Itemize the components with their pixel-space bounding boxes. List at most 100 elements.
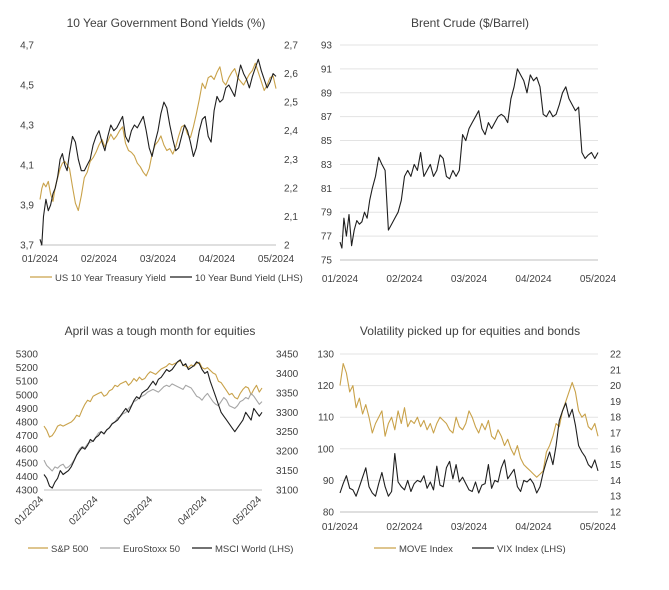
y-tick-label-left: 4500: [16, 458, 39, 469]
x-tick-label: 04/2024: [515, 522, 552, 533]
y-tick-label-right: 3100: [276, 486, 299, 497]
x-tick-label: 01/2024: [22, 254, 59, 265]
series-line-1: [39, 58, 277, 246]
chart-title: April was a tough month for equities: [65, 324, 256, 338]
y-tick-label-left: 5300: [16, 350, 39, 361]
y-tick-label-right: 2,7: [284, 41, 298, 52]
x-tick-label: 01/2024: [322, 522, 359, 533]
y-tick-label-left: 4600: [16, 445, 39, 456]
x-tick-label: 01/2024: [322, 274, 359, 285]
legend: S&P 500 EuroStoxx 50 MSCI World (LHS): [28, 544, 293, 555]
y-tick-label-left: 5100: [16, 377, 39, 388]
legend-label-sp500: S&P 500: [51, 544, 88, 555]
y-tick-label-left: 4,3: [20, 121, 34, 132]
y-tick-label-left: 5200: [16, 363, 39, 374]
y-tick-label-left: 93: [321, 41, 333, 52]
x-tick-label: 05/2024: [231, 494, 265, 528]
x-tick-label: 03/2024: [451, 274, 488, 285]
y-tick-label-left: 100: [317, 444, 334, 455]
y-tick-label-left: 75: [321, 256, 333, 267]
x-tick-label: 04/2024: [515, 274, 552, 285]
y-tick-label-left: 4300: [16, 486, 39, 497]
x-tick-label: 02/2024: [81, 254, 118, 265]
x-tick-label: 02/2024: [386, 274, 423, 285]
y-tick-label-left: 4700: [16, 431, 39, 442]
series-line-0: [39, 62, 277, 212]
x-tick-label: 05/2024: [580, 274, 617, 285]
y-tick-label-left: 79: [321, 208, 333, 219]
y-tick-label-left: 4,5: [20, 81, 34, 92]
y-tick-label-left: 120: [317, 381, 334, 392]
x-tick-label: 01/2024: [13, 494, 47, 528]
x-tick-label: 02/2024: [67, 494, 101, 528]
y-tick-label-right: 19: [610, 397, 622, 408]
y-tick-label-left: 110: [318, 413, 334, 424]
x-tick-label: 02/2024: [386, 522, 423, 533]
y-tick-label-right: 12: [610, 508, 622, 519]
series-line-0: [339, 362, 599, 478]
y-tick-label-left: 91: [321, 64, 333, 75]
y-tick-label-left: 130: [317, 350, 334, 361]
y-tick-label-left: 87: [321, 112, 333, 123]
y-tick-label-left: 3,9: [20, 201, 34, 212]
y-tick-label-right: 3300: [276, 408, 299, 419]
x-tick-label: 05/2024: [580, 522, 617, 533]
series-layer: [339, 362, 599, 497]
grid-layer: [340, 353, 598, 513]
series-layer: [43, 359, 263, 489]
chart-title: 10 Year Government Bond Yields (%): [67, 16, 266, 30]
y-tick-label-left: 77: [321, 232, 333, 243]
legend-label-move: MOVE Index: [399, 544, 453, 555]
y-tick-label-left: 89: [321, 88, 333, 99]
x-tick-label: 03/2024: [122, 494, 156, 528]
axes-layer: 4300 4400 4500 4600 4700 4800 4900 5000 5100 5200…: [13, 350, 299, 528]
y-tick-label-left: 4400: [16, 472, 39, 483]
y-tick-label-left: 4900: [16, 404, 39, 415]
y-tick-label-right: 3150: [276, 466, 299, 477]
series-layer: [339, 68, 599, 249]
grid-layer: [340, 44, 598, 261]
series-line-2: [43, 359, 263, 489]
y-tick-label-left: 4,1: [20, 161, 34, 172]
axes-layer: 3,7 3,9 4,1 4,3 4,5 4,7 2 2,1 2,2 2,3 2,4 2,5 2,6 2,7…: [20, 41, 298, 266]
legend: MOVE Index VIX Index (LHS): [374, 544, 566, 555]
y-tick-label-right: 3400: [276, 369, 299, 380]
x-tick-label: 05/2024: [258, 254, 295, 265]
y-tick-label-right: 2,5: [284, 98, 298, 109]
series-line-0: [43, 360, 263, 438]
legend: US 10 Year Treasury Yield 10 Year Bund Y…: [30, 273, 303, 284]
legend-label-msci: MSCI World (LHS): [215, 544, 293, 555]
x-tick-label: 03/2024: [451, 522, 488, 533]
y-tick-label-right: 18: [610, 413, 622, 424]
y-tick-label-right: 21: [610, 365, 622, 376]
x-tick-label: 04/2024: [199, 254, 236, 265]
equities-chart: April was a tough month for equities 430…: [13, 324, 299, 555]
bond-yields-chart: 10 Year Government Bond Yields (%) 3,73,…: [20, 16, 303, 284]
brent-crude-chart: Brent Crude ($/Barrel) 75 77 79 81 83 85 87 89 9…: [321, 16, 617, 285]
y-tick-label-right: 22: [610, 350, 622, 361]
y-tick-label-left: 81: [321, 184, 333, 195]
y-tick-label-right: 14: [610, 476, 622, 487]
y-tick-label-right: 3450: [276, 350, 299, 361]
y-tick-label-right: 17: [610, 429, 622, 440]
volatility-chart: Volatility picked up for equities and bo…: [317, 324, 621, 555]
y-tick-label-right: 16: [610, 444, 622, 455]
series-line-0: [339, 68, 599, 249]
y-tick-label-left: 83: [321, 160, 333, 171]
y-tick-label-left: 4800: [16, 418, 39, 429]
y-tick-label-left: 4,7: [20, 41, 34, 52]
y-tick-label-right: 3350: [276, 388, 299, 399]
y-tick-label-right: 3200: [276, 447, 299, 458]
legend-label-us-treasury: US 10 Year Treasury Yield: [55, 273, 166, 284]
y-tick-label-right: 2,1: [284, 212, 298, 223]
chart-title: Brent Crude ($/Barrel): [411, 16, 529, 30]
y-tick-label-right: 13: [610, 492, 622, 503]
axes-layer: 75 77 79 81 83 85 87 89 91 93 01/2024 02/2024 03/202…: [321, 41, 617, 286]
y-tick-label-right: 2,6: [284, 69, 298, 80]
y-tick-label-left: 85: [321, 136, 333, 147]
y-tick-label-left: 5000: [16, 390, 39, 401]
y-tick-label-right: 2,3: [284, 155, 298, 166]
x-tick-label: 03/2024: [140, 254, 177, 265]
